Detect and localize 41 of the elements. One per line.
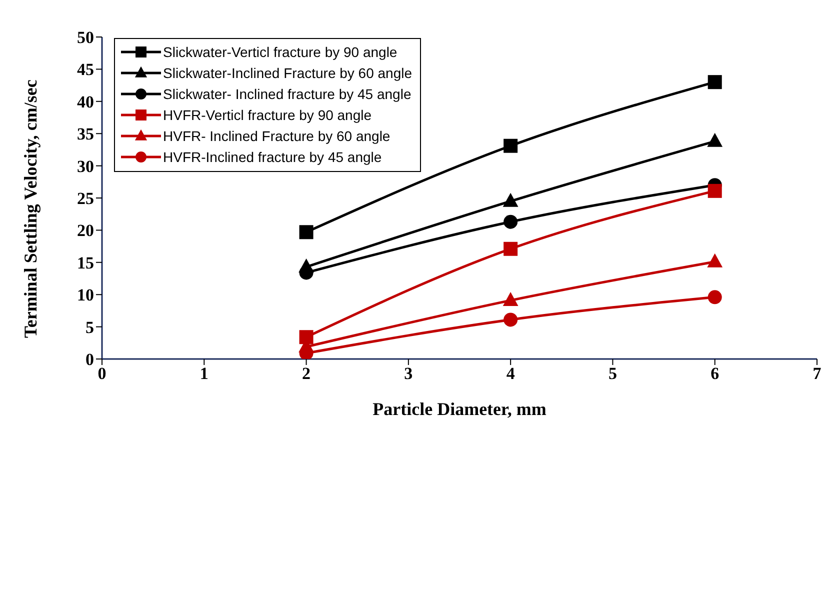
point bbox=[708, 184, 722, 198]
x-tick-label: 3 bbox=[404, 364, 413, 384]
legend-label: HVFR- Inclined Fracture by 60 angle bbox=[163, 128, 390, 144]
x-tick-label: 7 bbox=[812, 364, 822, 384]
point bbox=[708, 290, 722, 304]
point bbox=[504, 214, 518, 229]
legend-label: HVFR-Inclined fracture by 45 angle bbox=[163, 148, 382, 164]
y-tick-label: 15 bbox=[77, 253, 94, 272]
y-tick-label: 50 bbox=[77, 28, 94, 48]
y-tick-label: 40 bbox=[77, 92, 94, 112]
x-tick-label: 1 bbox=[200, 364, 208, 384]
point bbox=[299, 266, 314, 280]
point bbox=[299, 330, 314, 344]
y-tick-label: 5 bbox=[86, 318, 94, 337]
x-tick-label: 0 bbox=[98, 364, 106, 384]
y-tick-label: 45 bbox=[77, 60, 94, 80]
x-tick-label: 2 bbox=[302, 364, 311, 384]
point bbox=[299, 225, 314, 240]
point bbox=[502, 192, 518, 207]
y-tick-label: 10 bbox=[77, 286, 94, 305]
point bbox=[504, 242, 518, 256]
legend-label: Slickwater- Inclined fracture by 45 angle bbox=[163, 86, 412, 102]
y-axis-title: Terminal Settling Velocity, cm/sec bbox=[20, 80, 40, 338]
legend-label: HVFR-Verticl fracture by 90 angle bbox=[163, 106, 372, 122]
x-tick-label: 6 bbox=[710, 364, 720, 384]
y-tick-label: 20 bbox=[77, 221, 94, 240]
x-tick-label: 5 bbox=[608, 364, 617, 384]
point bbox=[707, 253, 723, 268]
point bbox=[707, 132, 723, 147]
point bbox=[502, 292, 518, 306]
point bbox=[708, 75, 722, 90]
point bbox=[504, 312, 518, 327]
x-tick-label: 4 bbox=[506, 364, 516, 384]
legend-label: Slickwater-Inclined Fracture by 60 angle bbox=[163, 64, 412, 80]
y-tick-label: 30 bbox=[77, 156, 94, 176]
y-tick-label: 0 bbox=[86, 350, 94, 370]
y-tick-label: 35 bbox=[77, 124, 94, 144]
point bbox=[504, 138, 518, 153]
y-tick-label: 25 bbox=[77, 189, 94, 208]
x-axis-title: Particle Diameter, mm bbox=[372, 399, 546, 419]
legend-label: Slickwater-Verticl fracture by 90 angle bbox=[163, 44, 398, 60]
